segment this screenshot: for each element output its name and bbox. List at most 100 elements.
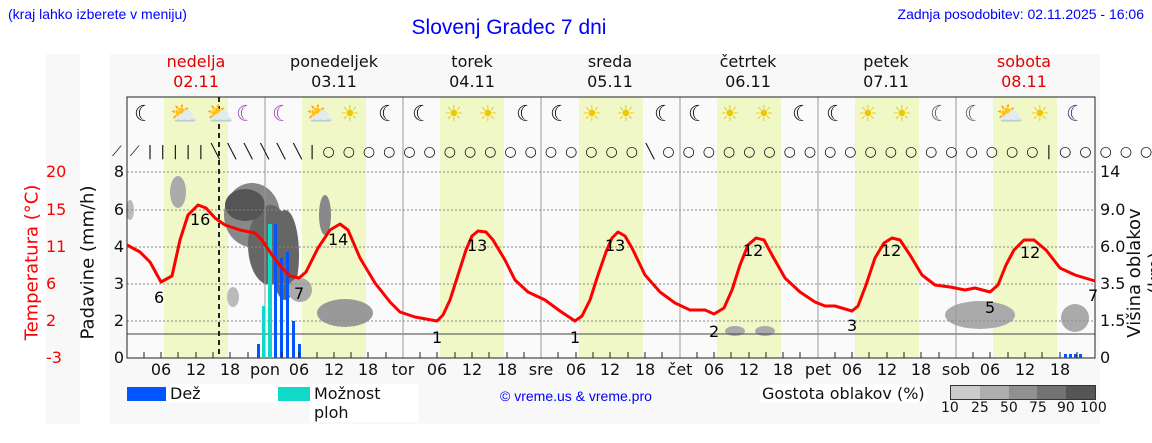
moon-icon: ☾ <box>378 102 398 127</box>
cloud-tick: 6.0 <box>1100 237 1126 256</box>
x-tick: 06 <box>841 360 863 379</box>
temp-tick: 11 <box>46 237 67 256</box>
x-axis-ticks <box>143 352 1078 358</box>
x-tick: 06 <box>288 360 310 379</box>
scale-tick: 10 <box>941 400 959 416</box>
temp-axis-panel <box>46 54 80 424</box>
x-tick: sob <box>941 360 971 379</box>
rain-tick: 8 <box>113 162 124 181</box>
day-header-1: ponedeljek 03.11 <box>290 52 378 91</box>
scale-tick: 90 <box>1057 400 1075 416</box>
x-tick: sre <box>528 360 554 379</box>
moon-icon: ☾ <box>654 102 674 127</box>
temp-label: 13 <box>467 236 488 255</box>
scale-tick: 25 <box>971 400 989 416</box>
day-header-3: sreda 05.11 <box>587 52 633 91</box>
temp-label: 6 <box>154 288 165 307</box>
rain-tick: 0 <box>113 348 124 367</box>
sun-icon: ☀ <box>754 102 774 127</box>
rain-tick: 6 <box>113 200 124 219</box>
moon-cloud-icon: ☾ <box>964 102 984 127</box>
temp-label: 2 <box>709 322 720 341</box>
x-tick: 06 <box>426 360 448 379</box>
copyright: © vreme.us & vreme.pro <box>500 388 652 404</box>
x-tick: 12 <box>1014 360 1036 379</box>
showers-legend-swatch <box>278 387 310 401</box>
temp-label: 1 <box>570 328 581 347</box>
x-tick: 18 <box>634 360 656 379</box>
rain-tick: 3 <box>113 274 124 293</box>
day-header-5: petek 07.11 <box>863 52 909 91</box>
x-tick: pon <box>249 360 281 379</box>
sun-icon: ☀ <box>616 102 636 127</box>
last-updated: Zadnja posodobitev: 02.11.2025 - 16:06 <box>897 6 1144 22</box>
cloud-density-scale <box>950 385 1096 400</box>
scale-tick: 50 <box>1000 400 1018 416</box>
scale-tick: 100 <box>1080 400 1107 416</box>
temperature-line <box>126 203 1096 323</box>
sun-cloud-icon: ☀ <box>340 102 360 127</box>
moon-cloud-icon: ☾ <box>134 102 154 127</box>
x-tick: tor <box>391 360 415 379</box>
location-hint: (kraj lahko izberete v meniju) <box>8 6 187 22</box>
temp-tick: 6 <box>46 274 57 293</box>
temp-label: 12 <box>1020 243 1041 262</box>
moon-icon: ☾ <box>412 102 432 127</box>
sun-icon: ☀ <box>858 102 878 127</box>
sun-icon: ☀ <box>582 102 602 127</box>
temp-label: 13 <box>605 236 626 255</box>
x-tick: 18 <box>496 360 518 379</box>
cloud-tick: 0 <box>1100 348 1111 367</box>
rain-tick: 2 <box>113 311 124 330</box>
x-tick: 18 <box>219 360 241 379</box>
x-tick: 18 <box>1049 360 1071 379</box>
rain-bars <box>257 224 1082 358</box>
day-header-6: sobota 08.11 <box>996 52 1052 91</box>
x-tick: 12 <box>738 360 760 379</box>
sun-icon: ☀ <box>892 102 912 127</box>
cloud-density-label: Gostota oblakov (%) <box>760 384 927 403</box>
x-tick: 18 <box>910 360 932 379</box>
x-tick: 06 <box>979 360 1001 379</box>
sun-icon: ☀ <box>720 102 740 127</box>
moon-cloud-icon: ☾ <box>930 102 950 127</box>
x-tick: 12 <box>876 360 898 379</box>
page-title: Slovenj Gradec 7 dni <box>411 16 607 39</box>
cloud-tick: 14 <box>1100 162 1121 181</box>
weather-icon-row: ☾ ⛅ ⛅ ☾ ☾ ⛅ ☀ ☾ ☾ ☀ ☀ ☾ ☾ ☀ ☀ ☾ ☾ ☀ ☀ ☾ … <box>130 100 1095 132</box>
temp-label: 1 <box>432 328 443 347</box>
scale-tick: 75 <box>1029 400 1047 416</box>
temp-tick: 20 <box>46 162 67 181</box>
temp-label: 5 <box>985 298 996 317</box>
temp-tick: -3 <box>46 348 62 367</box>
temp-tick: 15 <box>46 200 67 219</box>
x-tick: pet <box>804 360 832 379</box>
temp-label: 7 <box>1088 286 1099 305</box>
x-tick: 06 <box>703 360 725 379</box>
x-tick: 12 <box>461 360 483 379</box>
sun-icon: ☀ <box>1030 102 1050 127</box>
x-tick: 12 <box>599 360 621 379</box>
moon-thunder-icon: ☾ <box>272 102 292 127</box>
temp-tick: 2 <box>46 311 57 330</box>
sun-cloud-icon: ⛅ <box>206 102 234 127</box>
x-tick: 12 <box>185 360 207 379</box>
moon-icon: ☾ <box>792 102 812 127</box>
x-tick: 18 <box>772 360 794 379</box>
day-header-4: četrtek 06.11 <box>719 52 777 91</box>
rain-tick: 4 <box>113 237 124 256</box>
cloud-tick: 1.5 <box>1100 311 1126 330</box>
temp-label: 3 <box>847 316 858 335</box>
x-tick: čet <box>667 360 693 379</box>
moon-icon: ☾ <box>550 102 570 127</box>
day-header-0: nedelja 02.11 <box>166 52 226 91</box>
showers-legend-label: Možnost ploh <box>310 384 418 422</box>
sun-cloud-icon: ⛅ <box>170 102 198 127</box>
moon-rain-icon: ☾ <box>1066 102 1086 127</box>
wind-row: ⟋⟋|||||╲╲╲╲╲╲|○○○○○○○○○○○○○○○○╲○○○○○○○○○… <box>112 144 1152 160</box>
x-tick: 12 <box>323 360 345 379</box>
sun-cloud-icon: ⛅ <box>306 102 334 127</box>
sun-icon: ☀ <box>444 102 464 127</box>
moon-icon: ☾ <box>688 102 708 127</box>
